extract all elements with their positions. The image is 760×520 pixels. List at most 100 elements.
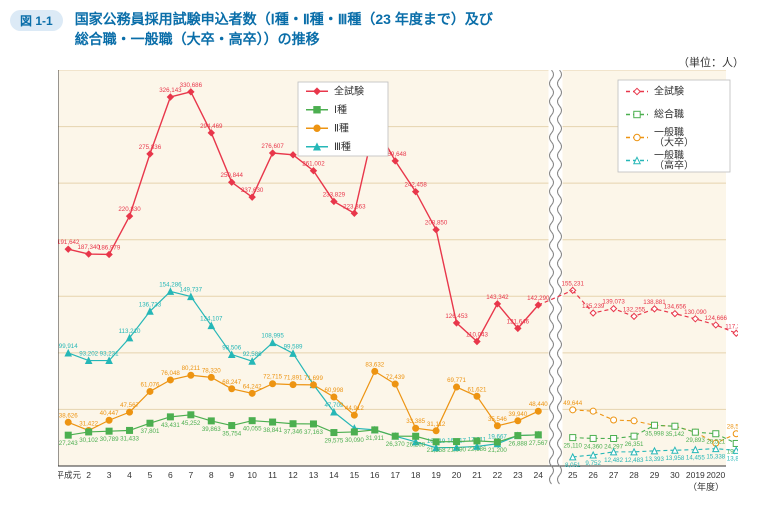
svg-text:Ⅰ種: Ⅰ種: [334, 103, 347, 116]
unit-label: （単位：人）: [678, 54, 744, 70]
svg-text:13,393: 13,393: [645, 456, 664, 463]
svg-text:26,888: 26,888: [508, 441, 527, 448]
svg-text:275,836: 275,836: [139, 144, 162, 151]
svg-text:330,686: 330,686: [180, 82, 203, 89]
svg-text:29,893: 29,893: [686, 437, 705, 444]
svg-text:35,754: 35,754: [222, 431, 241, 438]
svg-text:83,632: 83,632: [365, 361, 384, 368]
svg-text:21,590: 21,590: [447, 447, 466, 454]
svg-text:143,342: 143,342: [486, 294, 509, 301]
svg-text:21,200: 21,200: [488, 447, 507, 454]
svg-text:37,346: 37,346: [284, 429, 303, 436]
svg-text:126,453: 126,453: [445, 313, 468, 320]
svg-text:31,422: 31,422: [79, 420, 98, 427]
svg-text:149,737: 149,737: [180, 287, 203, 294]
svg-text:250,844: 250,844: [221, 172, 244, 179]
svg-text:132,255: 132,255: [623, 306, 646, 313]
svg-text:110,043: 110,043: [466, 331, 488, 338]
title-line-2: 総合職・一般職（大卒・高卒））の推移: [75, 31, 320, 47]
svg-text:76,048: 76,048: [161, 370, 180, 377]
svg-text:99,589: 99,589: [284, 343, 303, 350]
svg-text:29,575: 29,575: [324, 438, 343, 445]
svg-text:15,338: 15,338: [706, 454, 725, 461]
svg-text:11: 11: [268, 470, 277, 480]
svg-text:61,076: 61,076: [141, 381, 160, 388]
svg-text:6: 6: [168, 470, 173, 480]
svg-text:68,247: 68,247: [222, 379, 241, 386]
svg-text:71,699: 71,699: [304, 375, 323, 382]
svg-text:139,073: 139,073: [602, 299, 625, 306]
svg-text:30,090: 30,090: [345, 437, 364, 444]
svg-text:117,314: 117,314: [725, 323, 738, 330]
svg-text:155,231: 155,231: [562, 280, 585, 287]
svg-text:121,646: 121,646: [507, 318, 530, 325]
svg-text:28,521: 28,521: [727, 424, 738, 431]
svg-text:平成元: 平成元: [58, 470, 81, 480]
svg-text:61,621: 61,621: [468, 386, 487, 393]
svg-text:186,979: 186,979: [98, 244, 121, 251]
svg-text:35,546: 35,546: [488, 416, 507, 423]
svg-text:60,998: 60,998: [324, 387, 343, 394]
svg-text:19: 19: [431, 470, 441, 480]
svg-text:16: 16: [370, 470, 380, 480]
svg-text:108,995: 108,995: [261, 333, 284, 340]
svg-text:26: 26: [588, 470, 598, 480]
svg-text:223,363: 223,363: [343, 203, 366, 210]
svg-text:5: 5: [148, 470, 153, 480]
svg-text:208,850: 208,850: [425, 220, 448, 227]
svg-text:37,163: 37,163: [304, 429, 323, 436]
svg-text:Ⅱ種: Ⅱ種: [334, 121, 349, 134]
svg-text:33,385: 33,385: [406, 418, 425, 425]
svg-text:31,433: 31,433: [120, 435, 139, 442]
svg-text:3: 3: [107, 470, 112, 480]
title-line-1: 国家公務員採用試験申込者数（Ⅰ種・Ⅱ種・Ⅲ種（23 年度まで）及び: [75, 11, 493, 27]
svg-text:Ⅲ種: Ⅲ種: [334, 140, 351, 153]
svg-text:12,483: 12,483: [625, 457, 644, 464]
svg-text:18: 18: [411, 470, 421, 480]
svg-text:78,320: 78,320: [202, 367, 221, 374]
svg-text:26,268: 26,268: [406, 441, 425, 448]
figure-label-pill: 図 1-1: [10, 10, 63, 31]
svg-text:40,055: 40,055: [243, 426, 262, 433]
svg-text:（年度）: （年度）: [688, 481, 724, 492]
svg-text:12: 12: [288, 470, 298, 480]
svg-text:20: 20: [452, 470, 462, 480]
svg-text:72,439: 72,439: [386, 374, 405, 381]
svg-text:13,958: 13,958: [665, 455, 684, 462]
svg-text:17: 17: [390, 470, 400, 480]
svg-text:80,211: 80,211: [182, 365, 201, 372]
svg-text:28: 28: [629, 470, 639, 480]
svg-text:40,447: 40,447: [100, 410, 119, 417]
svg-text:47,567: 47,567: [120, 402, 139, 409]
svg-text:22: 22: [493, 470, 503, 480]
svg-text:44,912: 44,912: [345, 405, 364, 412]
svg-text:15: 15: [350, 470, 360, 480]
svg-text:27: 27: [609, 470, 619, 480]
svg-text:21,358: 21,358: [427, 447, 446, 454]
svg-text:10: 10: [247, 470, 257, 480]
svg-text:39,863: 39,863: [202, 426, 221, 433]
svg-text:98,506: 98,506: [222, 345, 241, 352]
svg-text:113,210: 113,210: [119, 328, 141, 335]
svg-text:220,830: 220,830: [118, 206, 141, 213]
svg-text:99,914: 99,914: [59, 343, 78, 350]
svg-text:30: 30: [670, 470, 680, 480]
svg-text:30,102: 30,102: [79, 437, 98, 444]
svg-text:242,458: 242,458: [404, 182, 427, 189]
svg-text:4: 4: [127, 470, 132, 480]
line-chart: 050,000100,000150,000200,000250,000300,0…: [58, 70, 738, 492]
svg-text:2019: 2019: [686, 470, 705, 480]
svg-text:13,824: 13,824: [727, 455, 738, 462]
svg-text:9: 9: [229, 470, 234, 480]
svg-text:全試験: 全試験: [654, 85, 684, 98]
svg-text:39,940: 39,940: [508, 411, 527, 418]
svg-text:48,440: 48,440: [529, 401, 548, 408]
svg-text:21: 21: [472, 470, 482, 480]
svg-text:27,243: 27,243: [59, 440, 78, 447]
svg-text:全試験: 全試験: [334, 84, 364, 97]
svg-text:25,110: 25,110: [563, 443, 582, 450]
svg-text:49,644: 49,644: [563, 400, 582, 407]
svg-text:71,891: 71,891: [284, 375, 303, 382]
svg-text:27,567: 27,567: [529, 440, 548, 447]
svg-text:35,142: 35,142: [665, 431, 684, 438]
